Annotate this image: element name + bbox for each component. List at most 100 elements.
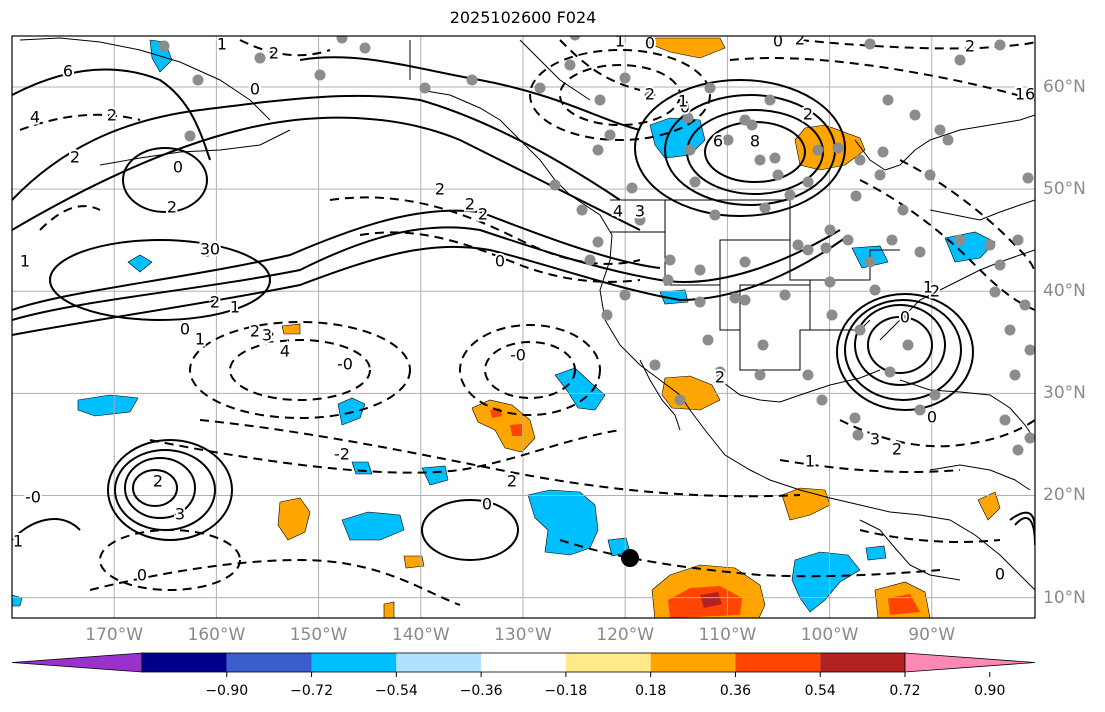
station-dot	[619, 72, 631, 84]
contour-label: 2	[965, 37, 975, 56]
colorbar-swatch	[481, 653, 566, 672]
fill-blue-region	[77, 394, 139, 417]
contour-label: 1	[678, 92, 688, 111]
station-dot	[954, 234, 966, 246]
station-dot	[634, 214, 646, 226]
colorbar-swatch	[820, 653, 905, 672]
colorbar-swatch	[396, 653, 482, 672]
station-dot	[714, 366, 726, 378]
contour-label: 1	[230, 298, 240, 317]
fill-blue-region	[351, 461, 373, 475]
contour-label: 0	[180, 320, 190, 339]
station-dot	[549, 179, 561, 191]
contour-label: 4	[613, 202, 623, 221]
contour-label: 1	[805, 452, 815, 471]
colorbar-tick-label: −0.90	[205, 683, 249, 699]
contour-label: 3	[870, 430, 880, 449]
station-dot	[592, 144, 604, 156]
lon-label: 90°W	[908, 625, 956, 645]
station-dot	[934, 124, 946, 136]
contour-label: 2	[70, 148, 80, 167]
station-dot	[564, 59, 576, 71]
station-dot	[802, 369, 814, 381]
colorbar-tick-label: −0.18	[544, 683, 588, 699]
fill-orange-region	[383, 601, 395, 618]
station-dot	[832, 142, 844, 154]
contour-label: 2	[269, 44, 279, 63]
contour-label: 0	[210, 240, 220, 259]
lat-label: 60°N	[1043, 77, 1086, 98]
station-dot	[882, 94, 894, 106]
fill-orange-region	[281, 323, 301, 335]
colorbar-swatch	[735, 653, 821, 672]
fill-orange-region	[781, 487, 831, 521]
fill-blue-region	[421, 465, 449, 486]
contour-label: 2	[465, 195, 475, 214]
station-dot	[759, 202, 771, 214]
station-dot	[984, 239, 996, 251]
contour-label: 2	[153, 472, 163, 491]
lon-label: 170°W	[85, 625, 144, 645]
station-dot	[769, 152, 781, 164]
station-dot	[254, 52, 266, 64]
station-dot	[757, 339, 769, 351]
station-dot	[826, 309, 838, 321]
contour-label: 1	[13, 532, 23, 551]
colorbar-swatch	[311, 653, 397, 672]
colorbar-tick-label: −0.36	[459, 683, 503, 699]
station-dot	[722, 134, 734, 146]
station-dot	[662, 274, 674, 286]
contour-label: 2	[478, 205, 488, 224]
fill-red-region	[888, 594, 920, 615]
contour-label: 6	[713, 132, 723, 151]
solid-contours	[12, 56, 1035, 561]
contour-label: 6	[63, 62, 73, 81]
contour-label: 0	[773, 32, 783, 51]
contour-label: 2	[715, 368, 725, 387]
contour-label: 3	[175, 505, 185, 524]
fill-blue-region	[554, 367, 606, 411]
fill-blue-region	[341, 511, 405, 541]
station-dot	[772, 169, 784, 181]
station-dot	[754, 369, 766, 381]
dashed-contours	[19, 39, 1035, 606]
lon-label: 150°W	[289, 625, 348, 645]
lon-label: 140°W	[391, 625, 450, 645]
contour-label: -0	[25, 488, 41, 507]
station-dot	[466, 74, 478, 86]
contour-label: 4	[280, 342, 290, 361]
contour-label: 2	[803, 105, 813, 124]
fill-orange-region	[403, 555, 425, 569]
map-title: 2025102600 F024	[449, 8, 597, 27]
colorbar	[11, 652, 1036, 677]
station-dot	[619, 289, 631, 301]
contour-label: 2	[167, 198, 177, 217]
contour-label: 2	[107, 106, 117, 125]
station-dot	[812, 144, 824, 156]
station-dot	[689, 176, 701, 188]
station-dot	[739, 294, 751, 306]
station-dot	[989, 286, 1001, 298]
fill-orange-region	[277, 497, 311, 541]
contour-label: 0	[995, 565, 1005, 584]
station-dot	[584, 254, 596, 266]
station-dot	[594, 94, 606, 106]
station-dot	[569, 36, 581, 41]
coastlines	[19, 37, 1035, 591]
station-dot	[924, 169, 936, 181]
station-dot	[314, 69, 326, 81]
contour-label: 0	[645, 34, 655, 53]
contour-label: 0	[173, 158, 183, 177]
station-dot	[802, 176, 814, 188]
station-dot	[914, 404, 926, 416]
station-dot	[1019, 299, 1031, 311]
colorbar-max-arrow	[904, 652, 1036, 673]
colorbar-tick-label: 0.54	[804, 683, 836, 699]
fill-blue-region	[791, 551, 861, 613]
contour-label: 1	[615, 32, 625, 51]
fill-blue-region	[527, 489, 599, 556]
contour-label: 2	[210, 293, 220, 312]
lat-label: 20°N	[1043, 485, 1086, 506]
station-dots	[158, 36, 1035, 456]
